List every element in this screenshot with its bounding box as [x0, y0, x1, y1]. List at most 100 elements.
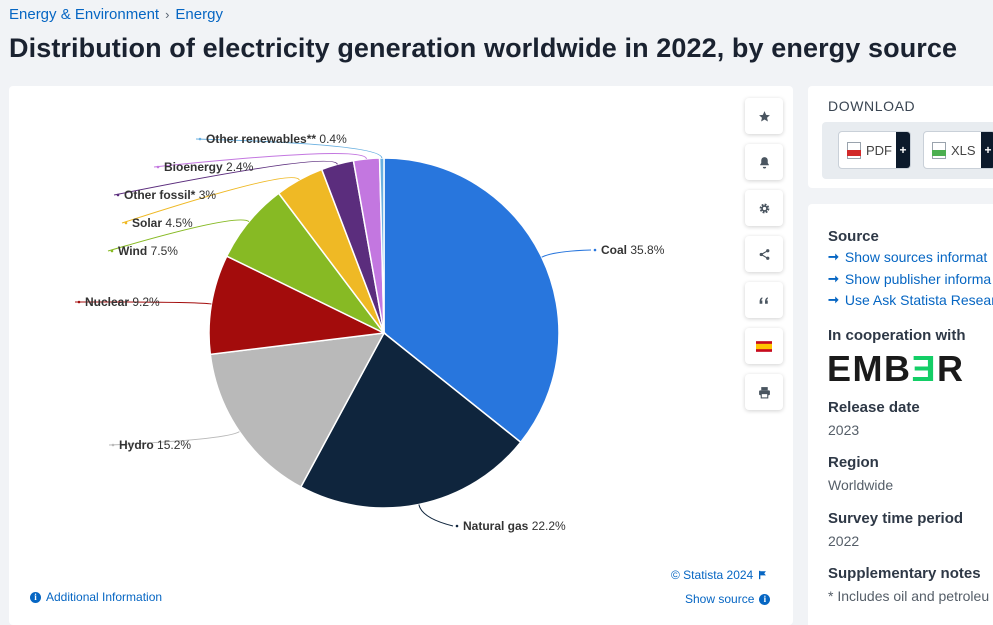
pie-slice-hydro[interactable] [209, 332, 386, 488]
data-label-value: 35.8% [630, 243, 664, 257]
favorite-button[interactable] [745, 98, 783, 134]
ember-logo-mirrored-e: Ǝ [911, 348, 938, 389]
label-dot-coal [593, 248, 597, 252]
settings-button[interactable] [745, 190, 783, 226]
show-publisher-label: Show publisher informa [844, 271, 992, 287]
data-label-natural-gas: Natural gas 22.2% [463, 519, 566, 533]
data-label-value: 4.5% [165, 216, 193, 230]
data-label-solar: Solar 4.5% [132, 216, 193, 230]
data-label-other-renewables: Other renewables** 0.4% [206, 132, 347, 146]
label-dot-nuclear [77, 300, 81, 304]
connector-natural-gas [418, 504, 454, 527]
download-pdf-button[interactable]: PDF + [838, 131, 911, 169]
download-xls-button[interactable]: XLS + [923, 131, 993, 169]
share-button[interactable] [745, 236, 783, 272]
breadcrumb: Energy & Environment › Energy [9, 6, 223, 23]
connector-nuclear [74, 301, 212, 305]
data-label-bioenergy: Bioenergy 2.4% [164, 160, 254, 174]
label-dot-hydro [111, 443, 115, 447]
language-button[interactable] [745, 328, 783, 364]
label-dot-solar [124, 221, 128, 225]
connector-solar [121, 177, 300, 224]
data-label-other-fossil: Other fossil* 3% [124, 188, 216, 202]
data-label-hydro: Hydro 15.2% [119, 438, 191, 452]
additional-information-text: Additional Information [46, 590, 163, 604]
arrow-right-icon: ➞ [828, 249, 839, 264]
data-label-value: 0.4% [319, 132, 347, 146]
region-header: Region [828, 454, 879, 471]
pie-slice-nuclear[interactable] [208, 255, 387, 356]
breadcrumb-link-energy-environment[interactable]: Energy & Environment [9, 6, 160, 23]
pdf-plus-icon: + [896, 132, 910, 168]
label-dot-wind [110, 249, 114, 253]
ember-logo-text-b: R [937, 348, 965, 389]
pie-slice-natural-gas[interactable] [299, 331, 522, 509]
statista-credit-text: © Statista 2024 [671, 568, 754, 582]
download-card: DOWNLOAD PDF + XLS + [808, 86, 993, 188]
connector-bioenergy [153, 152, 367, 168]
page-title: Distribution of electricity generation w… [9, 33, 958, 63]
region-value: Worldwide [828, 477, 894, 493]
show-source-link[interactable]: Show source i [685, 592, 771, 606]
connector-other-renewables [195, 138, 383, 159]
quote-icon [759, 296, 768, 304]
spain-flag-icon [756, 340, 772, 352]
release-date-value: 2023 [828, 422, 860, 438]
data-label-value: 7.5% [151, 244, 179, 258]
show-sources-link[interactable]: ➞ Show sources informat [828, 249, 987, 265]
ember-logo[interactable]: EMBƎR [827, 348, 965, 390]
label-dot-bioenergy [156, 165, 160, 169]
cite-button[interactable] [745, 282, 783, 318]
show-publisher-link[interactable]: ➞ Show publisher informa [828, 271, 991, 287]
data-label-name: Natural gas [463, 519, 532, 533]
data-label-name: Solar [132, 216, 165, 230]
data-label-wind: Wind 7.5% [118, 244, 178, 258]
flag-icon [759, 570, 767, 580]
download-tray: PDF + XLS + [822, 122, 993, 179]
star-icon [758, 110, 770, 122]
data-label-name: Coal [601, 243, 630, 257]
ask-statista-label: Use Ask Statista Resear [844, 292, 993, 308]
data-label-value: 22.2% [532, 519, 566, 533]
data-label-coal: Coal 35.8% [601, 243, 665, 257]
ember-logo-text-a: EMB [827, 348, 912, 389]
breadcrumb-separator: › [165, 7, 170, 22]
arrow-right-icon: ➞ [828, 271, 839, 286]
statistic-details-card: Source ➞ Show sources informat ➞ Show pu… [808, 204, 993, 625]
show-sources-label: Show sources informat [844, 249, 988, 265]
connector-hydro [108, 431, 240, 446]
data-label-value: 3% [199, 188, 217, 202]
data-label-value: 15.2% [157, 438, 191, 452]
data-label-name: Bioenergy [164, 160, 226, 174]
chart-toolbar [745, 98, 783, 420]
notification-button[interactable] [745, 144, 783, 180]
survey-period-value: 2022 [828, 533, 860, 549]
pdf-file-icon [847, 141, 861, 159]
chart-card: Coal 35.8% Natural gas 22.2% Hydro 15.2% Nu… [9, 86, 793, 625]
data-label-value: 9.2% [132, 295, 160, 309]
label-dot-other-fossil [116, 193, 120, 197]
xls-file-icon [932, 141, 946, 159]
pie-chart: Coal 35.8% Natural gas 22.2% Hydro 15.2% Nu… [74, 132, 665, 533]
xls-plus-icon: + [981, 132, 993, 168]
source-header: Source [828, 228, 879, 245]
print-button[interactable] [745, 374, 783, 410]
info-icon: i [30, 591, 41, 603]
gear-icon [759, 203, 769, 213]
connector-other-fossil [113, 160, 338, 196]
data-label-name: Hydro [119, 438, 157, 452]
breadcrumb-link-energy[interactable]: Energy [175, 6, 223, 23]
download-xls-label: XLS [951, 142, 976, 158]
supplementary-notes-header: Supplementary notes [828, 565, 981, 582]
label-dot-natural-gas [455, 524, 459, 528]
additional-information-link[interactable]: i Additional Information [30, 590, 162, 604]
data-label-nuclear: Nuclear 9.2% [85, 295, 160, 309]
download-pdf-label: PDF [866, 142, 892, 158]
data-label-name: Nuclear [85, 295, 132, 309]
data-label-name: Other fossil* [124, 188, 199, 202]
bell-icon [759, 156, 769, 168]
label-dot-other-renewables [198, 137, 202, 141]
statista-credit[interactable]: © Statista 2024 [671, 568, 768, 582]
arrow-right-icon: ➞ [828, 292, 839, 307]
ask-statista-link[interactable]: ➞ Use Ask Statista Resear [828, 292, 993, 308]
